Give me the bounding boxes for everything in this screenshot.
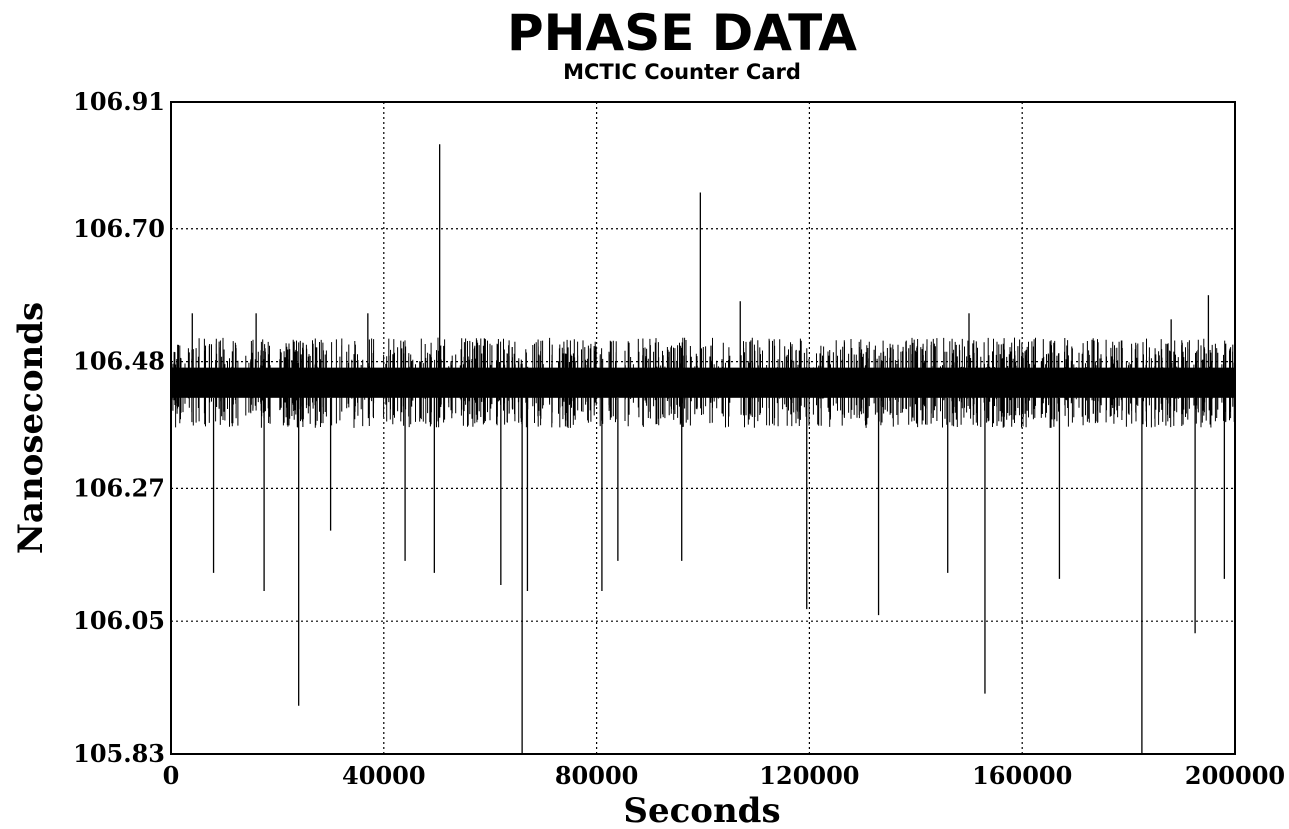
chart-title: PHASE DATA [507,4,857,62]
x-tick-label: 40000 [342,761,426,790]
data-series [171,144,1235,754]
y-axis-ticks: 105.83 106.05 106.27 106.48 106.70 106.91 [73,87,165,768]
y-tick-label: 106.70 [73,214,165,243]
x-axis-label: Seconds [623,791,780,829]
x-tick-label: 0 [163,761,180,790]
chart-subtitle: MCTIC Counter Card [563,60,801,84]
y-tick-label: 106.48 [73,347,165,376]
y-axis-label: Nanoseconds [11,302,51,554]
noise-lines [171,337,1235,428]
y-tick-label: 106.27 [73,473,165,502]
x-tick-label: 200000 [1185,761,1285,790]
y-tick-label: 106.05 [73,606,165,635]
y-tick-label: 105.83 [73,739,165,768]
x-tick-label: 160000 [972,761,1072,790]
y-tick-label: 106.91 [73,87,165,116]
x-tick-label: 80000 [555,761,639,790]
x-tick-label: 120000 [759,761,859,790]
plot-frame [170,101,1236,755]
x-axis-ticks: 0 40000 80000 120000 160000 200000 [163,761,1285,790]
grid-lines [171,102,1235,754]
